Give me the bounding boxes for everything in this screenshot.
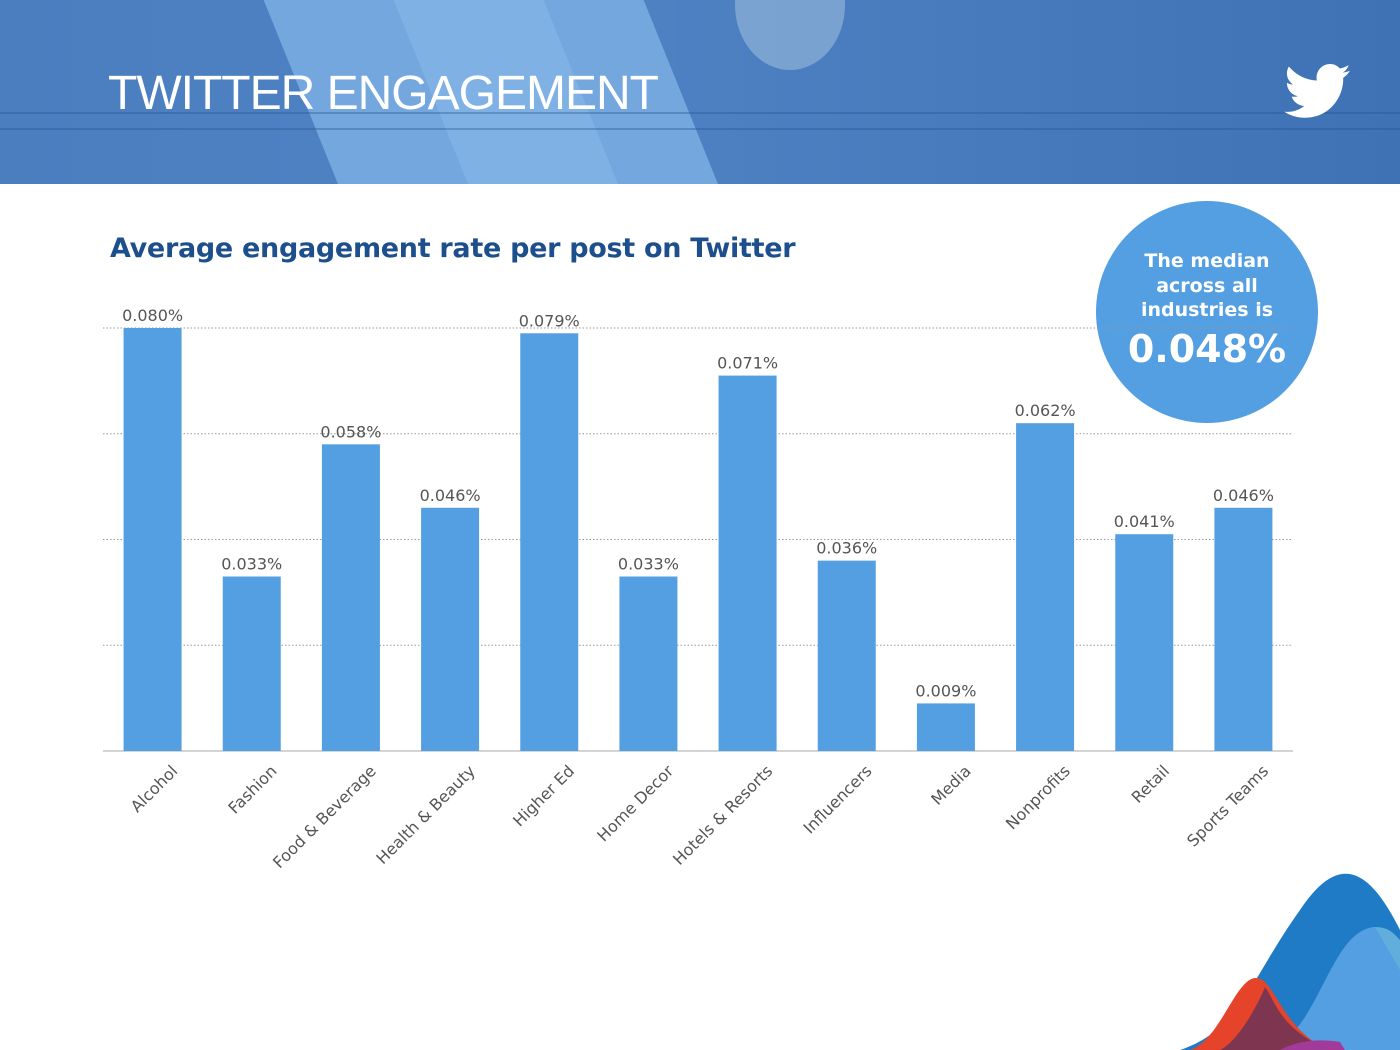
x-tick-label: Food & Beverage xyxy=(269,761,380,872)
data-label: 0.036% xyxy=(816,539,877,558)
header-banner: TWITTER ENGAGEMENT xyxy=(0,0,1400,184)
data-label: 0.058% xyxy=(320,422,381,441)
bar xyxy=(718,375,777,751)
median-callout: The median across all industries is 0.04… xyxy=(1096,201,1318,423)
x-tick-label: Nonprofits xyxy=(1002,761,1074,833)
bar xyxy=(222,576,281,751)
x-tick-label: Higher Ed xyxy=(509,761,578,830)
x-tick-label: Fashion xyxy=(224,761,280,817)
data-label: 0.046% xyxy=(1213,486,1274,505)
data-label: 0.071% xyxy=(717,354,778,373)
page-title: TWITTER ENGAGEMENT xyxy=(108,67,659,120)
corner-wave-decoration xyxy=(1180,873,1400,1050)
data-label: 0.009% xyxy=(915,681,976,700)
data-label: 0.079% xyxy=(519,311,580,330)
bar xyxy=(421,507,480,751)
data-label: 0.062% xyxy=(1015,401,1076,420)
x-tick-label: Influencers xyxy=(799,761,875,837)
x-tick-label: Hotels & Resorts xyxy=(669,761,776,868)
bar xyxy=(916,703,975,751)
x-tick-label: Home Decor xyxy=(593,761,677,845)
bar xyxy=(817,560,876,751)
bar xyxy=(520,333,579,751)
median-value: 0.048% xyxy=(1127,326,1287,371)
x-tick-label: Retail xyxy=(1128,761,1173,806)
data-label: 0.080% xyxy=(122,306,183,325)
x-tick-label: Health & Beauty xyxy=(372,761,479,868)
bar xyxy=(619,576,678,751)
bar xyxy=(1115,534,1174,751)
x-tick-label: Sports Teams xyxy=(1183,761,1272,850)
bar xyxy=(123,328,182,751)
chart-title: Average engagement rate per post on Twit… xyxy=(110,233,796,264)
twitter-bird-icon xyxy=(1284,64,1351,118)
median-text: The median across all industries is xyxy=(1140,250,1274,321)
bar xyxy=(321,444,380,751)
data-label: 0.033% xyxy=(221,555,282,574)
x-tick-label: Alcohol xyxy=(127,761,182,816)
data-label: 0.033% xyxy=(618,555,679,574)
data-label: 0.046% xyxy=(420,486,481,505)
banner-wood-grain xyxy=(0,128,1400,130)
banner-wood-grain xyxy=(0,112,1400,114)
bar xyxy=(1016,423,1075,751)
bar xyxy=(1214,507,1273,751)
data-label: 0.041% xyxy=(1114,512,1175,531)
x-tick-label: Media xyxy=(927,761,974,808)
